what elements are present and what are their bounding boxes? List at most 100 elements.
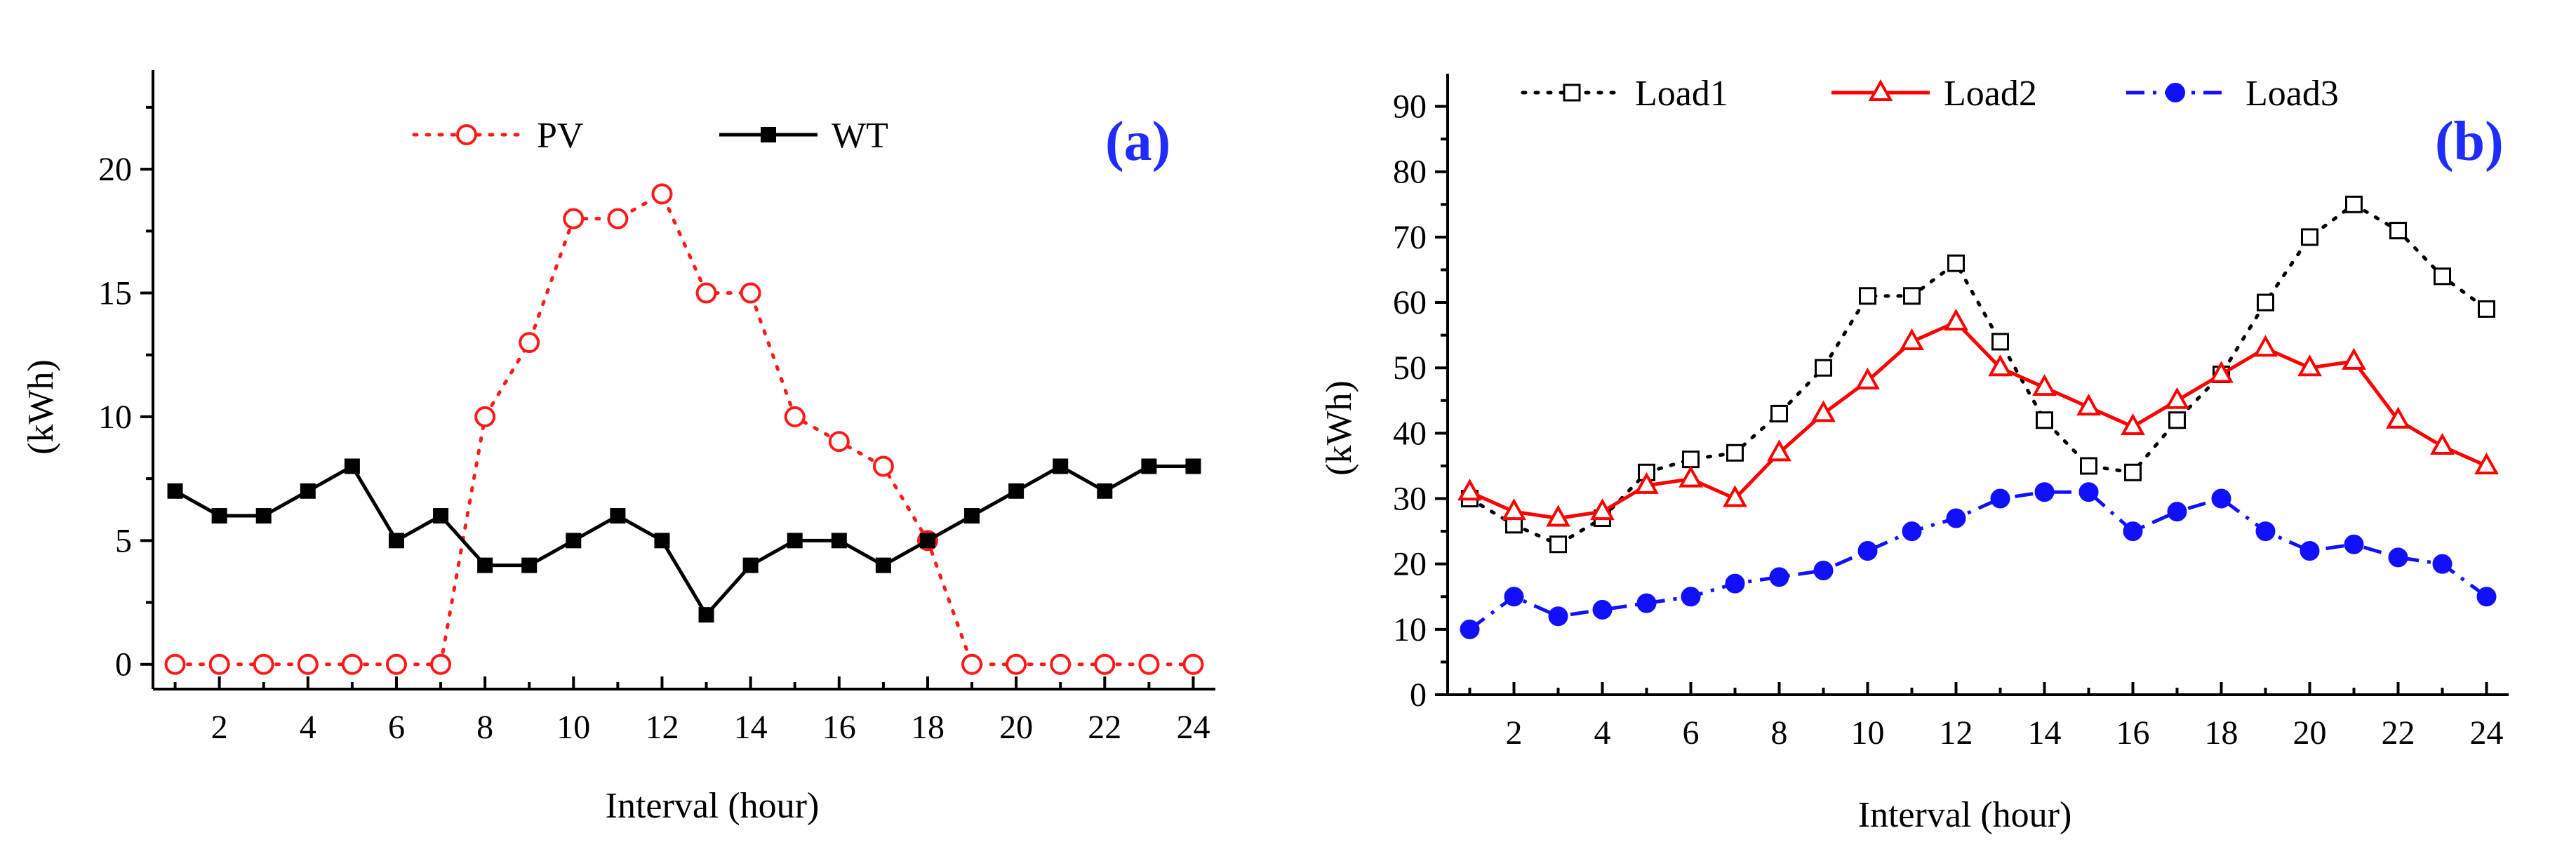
legend-label-load3: Load3 bbox=[2245, 74, 2339, 114]
data-point-load3 bbox=[1460, 619, 1480, 639]
data-point-pv bbox=[784, 406, 806, 427]
data-point-wt bbox=[433, 508, 449, 524]
y-tick-label-b: 70 bbox=[1393, 219, 1427, 256]
panel-label-b: (b) bbox=[2435, 111, 2504, 173]
data-point-load3 bbox=[1990, 488, 2010, 509]
legend-item-load3: Load3 bbox=[2126, 74, 2339, 114]
x-tick-label-b: 8 bbox=[1771, 714, 1788, 752]
series-line-wt bbox=[174, 464, 1194, 617]
data-point-load3 bbox=[2034, 482, 2055, 502]
x-tick-label-a: 18 bbox=[911, 709, 945, 746]
data-point-load1 bbox=[2124, 463, 2142, 481]
x-tick-label-b: 4 bbox=[1594, 714, 1611, 752]
series-load2 bbox=[1457, 308, 2499, 527]
data-point-load2 bbox=[1457, 479, 1482, 501]
x-tick-label-b: 22 bbox=[2382, 714, 2415, 752]
x-tick-label-b: 18 bbox=[2205, 714, 2238, 752]
data-point-wt bbox=[964, 508, 980, 524]
data-point-pv bbox=[828, 431, 850, 453]
data-point-load3 bbox=[2255, 521, 2276, 542]
data-point-load2 bbox=[2253, 335, 2278, 357]
data-point-load2 bbox=[1546, 505, 1570, 527]
data-point-load2 bbox=[1988, 354, 2013, 377]
data-point-load3 bbox=[1902, 521, 1922, 542]
data-point-load3 bbox=[2432, 554, 2452, 574]
data-point-load1 bbox=[1770, 404, 1788, 422]
data-point-load3 bbox=[1946, 508, 1966, 528]
x-tick-label-b: 2 bbox=[1506, 714, 1523, 752]
data-point-load1 bbox=[2168, 411, 2186, 429]
data-point-pv bbox=[695, 282, 717, 304]
y-tick-label-a: 20 bbox=[98, 151, 132, 188]
data-point-wt bbox=[211, 508, 227, 524]
y-axis-title-a: (kWh) bbox=[21, 359, 61, 455]
data-point-load2 bbox=[2076, 394, 2101, 416]
data-point-load2 bbox=[1634, 472, 1659, 494]
data-point-load1 bbox=[2301, 228, 2318, 246]
data-point-load1 bbox=[1815, 359, 1832, 377]
legend-marker-load1 bbox=[1563, 84, 1581, 102]
x-axis-title-a: Interval (hour) bbox=[606, 786, 820, 826]
x-tick-label-a: 2 bbox=[211, 709, 228, 746]
data-point-load1 bbox=[1549, 535, 1567, 554]
data-point-load2 bbox=[2430, 432, 2455, 455]
data-point-load3 bbox=[2300, 541, 2320, 561]
legend-a: PV WT bbox=[412, 116, 888, 156]
legend-swatch-pv bbox=[412, 124, 521, 145]
x-tick-label-a: 12 bbox=[645, 709, 679, 746]
x-tick-label-b: 24 bbox=[2470, 714, 2504, 752]
data-point-pv bbox=[208, 653, 230, 675]
data-point-load3 bbox=[2123, 521, 2143, 542]
data-point-load3 bbox=[1725, 573, 1745, 594]
x-tick-label-b: 12 bbox=[1940, 714, 1973, 752]
data-point-load2 bbox=[2209, 361, 2234, 383]
x-tick-label-a: 20 bbox=[999, 709, 1033, 746]
legend-label-wt: WT bbox=[832, 116, 888, 156]
legend-marker-load2 bbox=[1868, 79, 1893, 101]
data-point-wt bbox=[919, 533, 935, 549]
series-line-load1 bbox=[1468, 202, 2488, 547]
y-tick-label-b: 0 bbox=[1410, 676, 1427, 714]
data-point-wt bbox=[1141, 458, 1157, 474]
legend-item-load2: Load2 bbox=[1831, 74, 2037, 114]
data-point-load1 bbox=[2345, 195, 2363, 213]
legend-swatch-load3 bbox=[2126, 83, 2224, 102]
data-point-pv bbox=[430, 653, 452, 675]
y-tick-label-a: 5 bbox=[115, 522, 132, 559]
series-line-load2 bbox=[1469, 320, 2488, 520]
y-axis-title-b: (kWh) bbox=[1319, 380, 1359, 476]
data-point-wt bbox=[1008, 483, 1025, 499]
data-point-load1 bbox=[1903, 287, 1921, 305]
data-point-load1 bbox=[1859, 287, 1876, 305]
data-point-load2 bbox=[1767, 439, 1791, 462]
series-line-pv bbox=[173, 192, 1195, 667]
data-point-wt bbox=[477, 557, 493, 573]
data-point-wt bbox=[300, 483, 316, 499]
data-point-load3 bbox=[1857, 541, 1878, 561]
data-point-wt bbox=[566, 533, 582, 549]
data-point-wt bbox=[1053, 458, 1069, 474]
data-point-load3 bbox=[1636, 593, 1657, 613]
data-point-pv bbox=[1182, 653, 1204, 675]
series-load3 bbox=[1460, 482, 2497, 639]
data-point-load2 bbox=[2386, 406, 2410, 429]
data-point-load1 bbox=[2389, 222, 2407, 240]
data-point-load2 bbox=[2032, 374, 2057, 396]
data-point-pv bbox=[474, 406, 496, 427]
data-point-load2 bbox=[1502, 498, 1526, 521]
data-point-wt bbox=[698, 607, 714, 623]
series-pv bbox=[164, 183, 1204, 675]
chart-panel-b: 2 4 6 8 10 12 14 16 18 20 22 240102030405060708090 … bbox=[1319, 74, 2509, 835]
data-point-load2 bbox=[1900, 328, 1924, 350]
data-point-wt bbox=[875, 557, 891, 573]
data-point-wt bbox=[654, 533, 670, 549]
legend-label-load2: Load2 bbox=[1944, 74, 2037, 114]
data-point-wt bbox=[521, 557, 538, 573]
data-point-wt bbox=[742, 557, 759, 573]
x-tick-label-a: 22 bbox=[1088, 709, 1121, 746]
y-tick-label-b: 80 bbox=[1393, 154, 1427, 191]
